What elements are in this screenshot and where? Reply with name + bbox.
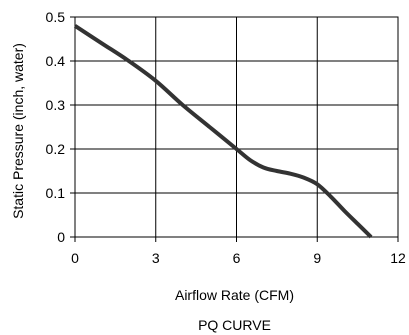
x-tick-label: 6 bbox=[233, 250, 241, 266]
y-tick-labels: 0 0.1 0.2 0.3 0.4 0.5 bbox=[46, 9, 66, 245]
x-tick-label: 0 bbox=[71, 250, 79, 266]
pq-curve-line bbox=[73, 24, 373, 239]
series-group bbox=[73, 24, 373, 239]
y-tick-label: 0.3 bbox=[46, 97, 66, 113]
y-tick-label: 0 bbox=[57, 229, 65, 245]
x-tick-label: 9 bbox=[313, 250, 321, 266]
x-axis-title: Airflow Rate (CFM) bbox=[175, 287, 294, 303]
y-tick-label: 0.5 bbox=[46, 9, 66, 25]
axis-ticks bbox=[70, 16, 399, 242]
y-axis-title: Static Pressure (inch, water) bbox=[10, 43, 26, 219]
y-tick-label: 0.4 bbox=[46, 53, 66, 69]
chart-caption: PQ CURVE bbox=[198, 317, 271, 333]
y-tick-label: 0.1 bbox=[46, 185, 66, 201]
y-tick-label: 0.2 bbox=[46, 141, 66, 157]
x-tick-label: 12 bbox=[390, 250, 406, 266]
x-tick-labels: 0 3 6 9 12 bbox=[71, 250, 406, 266]
grid bbox=[75, 17, 398, 237]
x-tick-label: 3 bbox=[152, 250, 160, 266]
